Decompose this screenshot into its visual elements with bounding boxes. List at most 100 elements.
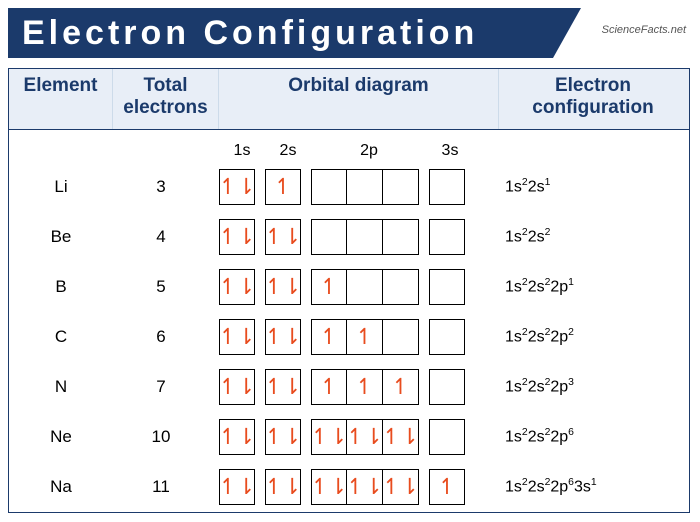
orbital-group xyxy=(429,419,465,455)
orbital-box xyxy=(383,169,419,205)
electron-config: 1s22s22p6 xyxy=(499,427,687,446)
orbital-group: ↿⇂ xyxy=(219,419,255,455)
electron-config: 1s22s22p63s1 xyxy=(499,477,687,496)
orbital-box: ↿ xyxy=(347,369,383,405)
orbital-group xyxy=(429,169,465,205)
orbital-group: ↿⇂ xyxy=(265,369,301,405)
orbital-group: ↿⇂ xyxy=(265,319,301,355)
orbital-box: ↿⇂ xyxy=(347,419,383,455)
table-row: Ne10↿⇂↿⇂↿⇂↿⇂↿⇂1s22s22p6 xyxy=(9,412,689,462)
sublabel-2s: 2s xyxy=(265,142,311,160)
orbital-box: ↿⇂ xyxy=(265,219,301,255)
orbital-box: ↿⇂ xyxy=(383,469,419,505)
total-electrons: 7 xyxy=(113,377,209,397)
table-body: Li3↿⇂↿1s22s1Be4↿⇂↿⇂1s22s2B5↿⇂↿⇂↿1s22s22p… xyxy=(9,162,689,512)
electron-config: 1s22s22p3 xyxy=(499,377,687,396)
orbital-box: ↿⇂ xyxy=(219,369,255,405)
orbital-box: ↿⇂ xyxy=(219,219,255,255)
orbital-group: ↿⇂ xyxy=(219,219,255,255)
element-symbol: B xyxy=(9,277,113,297)
orbital-group xyxy=(311,169,419,205)
electron-config: 1s22s1 xyxy=(499,177,687,196)
orbital-group: ↿⇂ xyxy=(265,469,301,505)
col-header-config-text: Electron configuration xyxy=(532,75,653,118)
orbital-box xyxy=(347,169,383,205)
col-header-orbital: Orbital diagram xyxy=(219,69,499,129)
total-electrons: 3 xyxy=(113,177,209,197)
orbital-box xyxy=(429,269,465,305)
orbital-diagram: ↿⇂↿⇂↿⇂↿⇂↿⇂ xyxy=(209,419,499,455)
banner-bg: Electron Configuration xyxy=(8,8,553,58)
orbital-group: ↿⇂ xyxy=(219,369,255,405)
orbital-box xyxy=(383,269,419,305)
orbital-diagram: ↿⇂ ↿⇂ xyxy=(209,219,499,255)
sublabel-1s: 1s xyxy=(219,142,265,160)
orbital-box: ↿⇂ xyxy=(383,419,419,455)
orbital-box: ↿⇂ xyxy=(265,319,301,355)
electron-config: 1s22s22p1 xyxy=(499,277,687,296)
orbital-box: ↿ xyxy=(429,469,465,505)
electron-config: 1s22s2 xyxy=(499,227,687,246)
orbital-box: ↿ xyxy=(383,369,419,405)
orbital-group xyxy=(429,369,465,405)
table-row: B5 ↿⇂ ↿⇂ ↿ 1s22s22p1 xyxy=(9,262,689,312)
orbital-box xyxy=(347,269,383,305)
orbital-group xyxy=(429,269,465,305)
orbital-box: ↿⇂ xyxy=(311,419,347,455)
table-row: Na11↿⇂↿⇂↿⇂↿⇂↿⇂↿1s22s22p63s1 xyxy=(9,462,689,512)
orbital-box xyxy=(429,419,465,455)
orbital-diagram: ↿⇂ ↿⇂ ↿↿ xyxy=(209,319,499,355)
orbital-group: ↿⇂ xyxy=(219,469,255,505)
col-header-config: Electron configuration xyxy=(499,69,687,129)
orbital-box: ↿⇂ xyxy=(265,469,301,505)
orbital-group: ↿⇂↿⇂↿⇂ xyxy=(311,469,419,505)
orbital-group: ↿⇂ xyxy=(219,319,255,355)
orbital-group: ↿ xyxy=(265,169,301,205)
orbital-group: ↿⇂ xyxy=(265,219,301,255)
orbital-box xyxy=(311,169,347,205)
config-table: Element Total electrons Orbital diagram … xyxy=(8,68,690,513)
table-header-row: Element Total electrons Orbital diagram … xyxy=(9,69,689,130)
orbital-box: ↿ xyxy=(265,169,301,205)
orbital-diagram: ↿⇂ ↿ xyxy=(209,169,499,205)
orbital-group: ↿⇂ xyxy=(219,269,255,305)
total-electrons: 10 xyxy=(113,427,209,447)
orbital-box xyxy=(429,169,465,205)
orbital-box: ↿⇂ xyxy=(219,169,255,205)
element-symbol: N xyxy=(9,377,113,397)
total-electrons: 5 xyxy=(113,277,209,297)
col-header-total: Total electrons xyxy=(113,69,219,129)
orbital-box: ↿⇂ xyxy=(219,319,255,355)
orbital-box: ↿ xyxy=(311,369,347,405)
total-electrons: 11 xyxy=(113,477,209,497)
orbital-box: ↿⇂ xyxy=(219,269,255,305)
orbital-diagram: ↿⇂↿⇂↿↿↿ xyxy=(209,369,499,405)
orbital-box: ↿⇂ xyxy=(219,419,255,455)
credit-text: ScienceFacts.net xyxy=(602,24,686,36)
orbital-box xyxy=(429,369,465,405)
col-header-total-text: Total electrons xyxy=(123,75,207,118)
orbital-group: ↿⇂ xyxy=(265,269,301,305)
element-symbol: Li xyxy=(9,177,113,197)
orbital-box: ↿⇂ xyxy=(265,269,301,305)
electron-config: 1s22s22p2 xyxy=(499,327,687,346)
orbital-box: ↿⇂ xyxy=(265,369,301,405)
orbital-group: ↿⇂ xyxy=(219,169,255,205)
sublabel-3s: 3s xyxy=(427,142,473,160)
orbital-group: ↿↿↿ xyxy=(311,369,419,405)
orbital-box: ↿ xyxy=(347,319,383,355)
orbital-box: ↿ xyxy=(311,269,347,305)
orbital-group xyxy=(311,219,419,255)
orbital-box xyxy=(383,319,419,355)
orbital-group: ↿⇂ xyxy=(265,419,301,455)
table-row: Be4↿⇂↿⇂1s22s2 xyxy=(9,212,689,262)
orbital-group: ↿↿ xyxy=(311,319,419,355)
page-title: Electron Configuration xyxy=(22,14,478,53)
table-row: Li3 ↿⇂ ↿ 1s22s1 xyxy=(9,162,689,212)
orbital-diagram: ↿⇂ ↿⇂ ↿ xyxy=(209,269,499,305)
orbital-box xyxy=(429,319,465,355)
sublabel-2p: 2p xyxy=(311,142,427,160)
orbital-box: ↿⇂ xyxy=(311,469,347,505)
orbital-diagram: ↿⇂↿⇂↿⇂↿⇂↿⇂↿ xyxy=(209,469,499,505)
orbital-group: ↿ xyxy=(429,469,465,505)
